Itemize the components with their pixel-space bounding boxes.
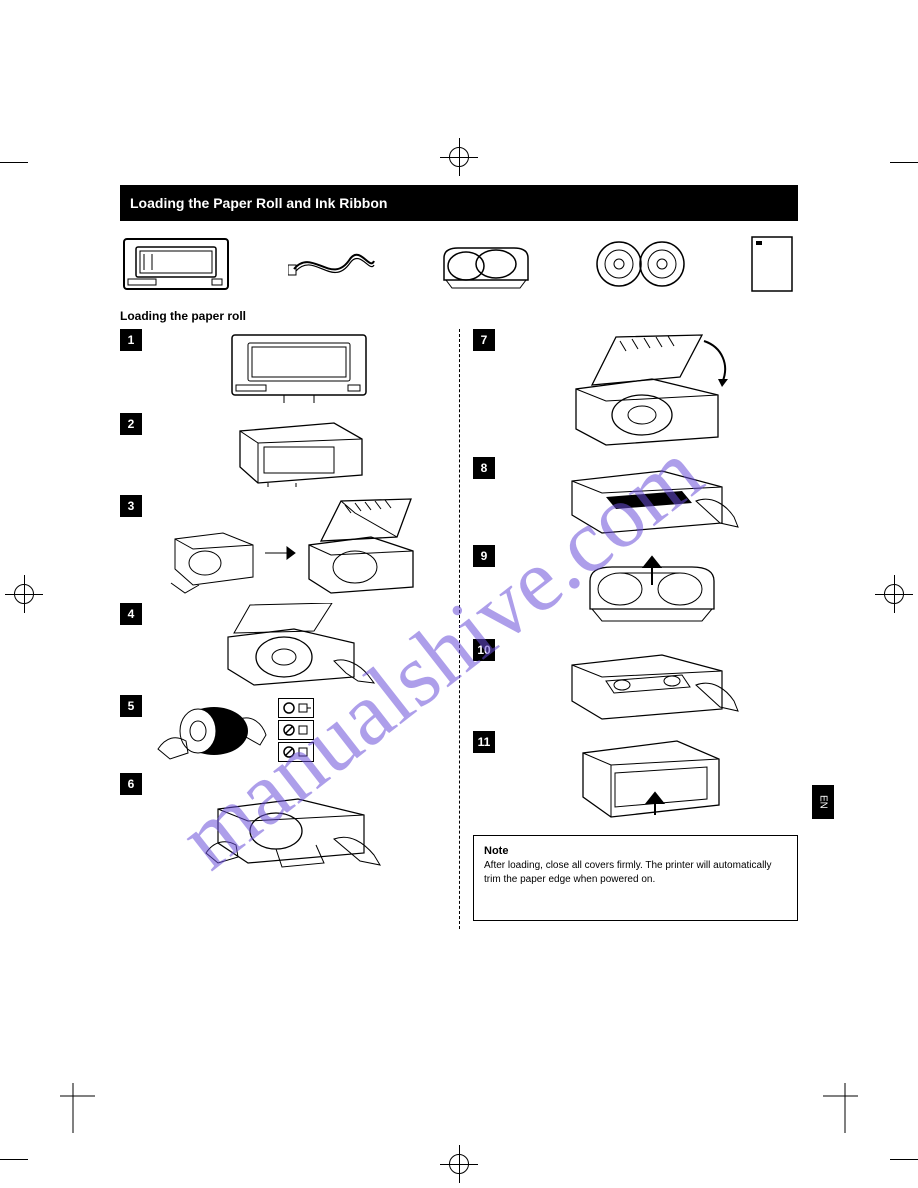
registration-mark-right bbox=[875, 575, 913, 613]
step-number: 11 bbox=[473, 731, 495, 753]
step-8: 8 bbox=[473, 457, 798, 537]
crop-mark bbox=[0, 162, 28, 163]
orientation-ok-icon bbox=[278, 698, 314, 718]
close-door-illustration bbox=[567, 731, 737, 821]
step-figure bbox=[152, 603, 445, 687]
note-title: Note bbox=[484, 845, 508, 857]
step-figure bbox=[505, 545, 798, 631]
note-box: Note After loading, close all covers fir… bbox=[473, 835, 798, 921]
strip-item-holder bbox=[436, 236, 536, 292]
step-2: 2 bbox=[120, 413, 445, 487]
attach-flange-illustration bbox=[214, 603, 384, 687]
step-4: 4 bbox=[120, 603, 445, 687]
printer-front-icon bbox=[122, 235, 230, 293]
right-column: 7 8 bbox=[459, 329, 798, 921]
step-10: 10 bbox=[473, 639, 798, 723]
crop-mark bbox=[0, 1159, 28, 1160]
crop-mark bbox=[890, 1159, 918, 1160]
step-figure bbox=[505, 639, 798, 723]
close-cover-illustration bbox=[562, 329, 742, 449]
feed-paper-illustration bbox=[204, 773, 394, 869]
registration-mark-left bbox=[5, 575, 43, 613]
step-figure bbox=[152, 495, 445, 595]
step-figure bbox=[505, 457, 798, 537]
ribbon-slack-illustration bbox=[572, 545, 732, 631]
power-cord-icon bbox=[288, 241, 378, 287]
left-column: 1 2 bbox=[120, 329, 459, 921]
step-number: 7 bbox=[473, 329, 495, 351]
printer-front-illustration bbox=[224, 329, 374, 405]
step-number: 9 bbox=[473, 545, 495, 567]
registration-mark-bottom bbox=[440, 1145, 478, 1183]
step-number: 3 bbox=[120, 495, 142, 517]
strip-item-guide bbox=[748, 235, 796, 293]
step-9: 9 bbox=[473, 545, 798, 631]
roll-in-hand-illustration bbox=[152, 695, 272, 765]
step-figure bbox=[152, 695, 445, 765]
parts-strip bbox=[120, 231, 798, 307]
subtitle: Loading the paper roll bbox=[120, 309, 798, 323]
step-1: 1 bbox=[120, 329, 445, 405]
step-figure bbox=[152, 413, 445, 487]
orientation-ng-icon bbox=[278, 720, 314, 740]
step-number: 6 bbox=[120, 773, 142, 795]
step-number: 5 bbox=[120, 695, 142, 717]
step-figure bbox=[152, 329, 445, 405]
step-number: 4 bbox=[120, 603, 142, 625]
open-cover-illustration bbox=[169, 495, 429, 595]
orientation-indicators bbox=[278, 698, 314, 762]
step-number: 10 bbox=[473, 639, 495, 661]
strip-item-flanges bbox=[594, 239, 690, 289]
crop-mark bbox=[890, 162, 918, 163]
step-11: 11 bbox=[473, 731, 798, 821]
steps-grid: 1 2 bbox=[120, 329, 798, 921]
note-body: After loading, close all covers firmly. … bbox=[484, 860, 772, 885]
side-language-tab: EN bbox=[812, 785, 834, 819]
step-3: 3 bbox=[120, 495, 445, 595]
page-content: Loading the Paper Roll and Ink Ribbon bbox=[120, 185, 798, 1128]
step-figure bbox=[505, 731, 798, 821]
slide-cassette-illustration bbox=[562, 639, 742, 723]
roll-flange-icon bbox=[594, 239, 690, 289]
step-7: 7 bbox=[473, 329, 798, 449]
step-number: 2 bbox=[120, 413, 142, 435]
title-text: Loading the Paper Roll and Ink Ribbon bbox=[130, 195, 387, 211]
registration-mark-top bbox=[440, 138, 478, 176]
strip-item-cord bbox=[288, 241, 378, 287]
insert-ribbon-illustration bbox=[562, 457, 742, 537]
setup-guide-icon bbox=[748, 235, 796, 293]
step-5: 5 bbox=[120, 695, 445, 765]
roll-holder-icon bbox=[436, 236, 536, 292]
step-figure bbox=[505, 329, 798, 449]
step-number: 8 bbox=[473, 457, 495, 479]
orientation-ng-icon bbox=[278, 742, 314, 762]
step-6: 6 bbox=[120, 773, 445, 869]
title-bar: Loading the Paper Roll and Ink Ribbon bbox=[120, 185, 798, 221]
strip-item-printer bbox=[122, 235, 230, 293]
column-divider bbox=[459, 329, 460, 929]
printer-side-lever-illustration bbox=[224, 413, 374, 487]
step-number: 1 bbox=[120, 329, 142, 351]
crop-corner-br bbox=[808, 1083, 858, 1133]
crop-corner-bl bbox=[60, 1083, 110, 1133]
step-figure bbox=[152, 773, 445, 869]
